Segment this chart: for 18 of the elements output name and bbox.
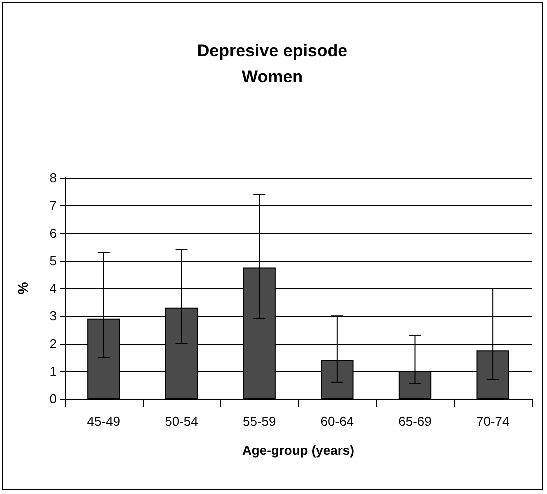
x-tick-label: 65-69 <box>398 414 432 429</box>
y-tick-label: 4 <box>50 281 57 296</box>
y-tick-label: 1 <box>50 364 57 379</box>
y-tick-label: 6 <box>50 226 57 241</box>
y-tick-label: 3 <box>50 308 57 324</box>
x-tick-label: 60-64 <box>320 414 354 429</box>
y-tick-label: 5 <box>50 253 57 268</box>
x-tick-label: 50-54 <box>165 414 198 429</box>
y-axis-title: % <box>15 282 31 295</box>
y-tick-label: 7 <box>50 198 57 214</box>
x-axis-title: Age-group (years) <box>242 443 354 458</box>
x-tick-label: 55-59 <box>242 414 276 429</box>
y-tick-label: 2 <box>50 336 57 352</box>
y-tick-label: 8 <box>50 170 57 186</box>
y-tick-label: 0 <box>50 392 57 406</box>
chart-title: Depresive episode Women <box>197 42 348 86</box>
x-tick-label: 70-74 <box>476 414 510 429</box>
x-tick-label: 45-49 <box>87 414 121 429</box>
